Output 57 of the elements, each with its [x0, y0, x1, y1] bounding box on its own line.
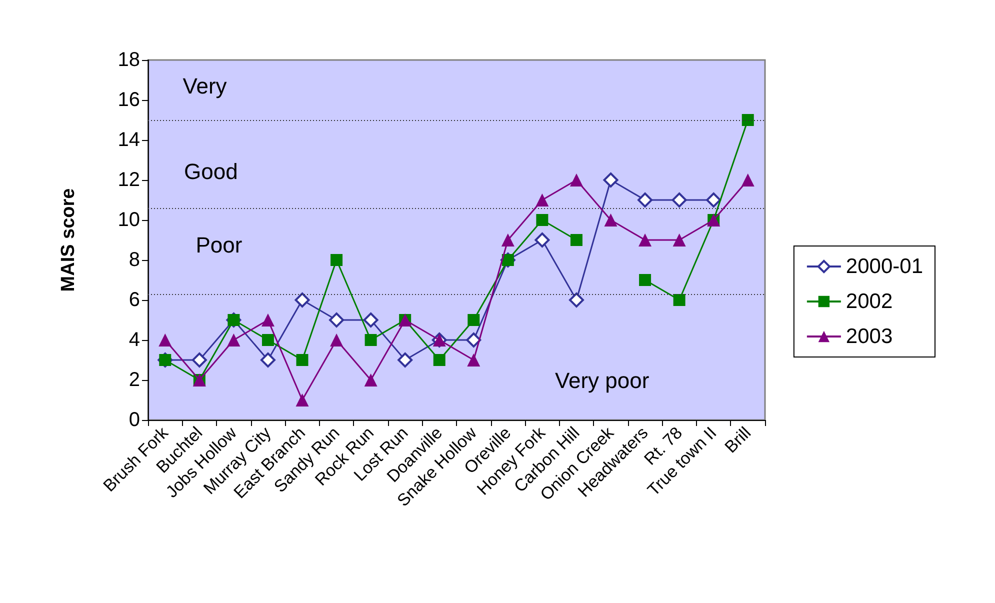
- point: [330, 334, 344, 346]
- legend-label: 2003: [846, 325, 893, 348]
- point: [534, 232, 550, 248]
- point: [570, 234, 582, 246]
- point: [638, 192, 653, 208]
- point: [536, 194, 549, 206]
- point: [639, 274, 652, 286]
- point: [604, 214, 618, 226]
- y-axis-title: MAIS score: [58, 188, 79, 292]
- point: [536, 214, 548, 226]
- legend-label: 2002: [846, 290, 893, 313]
- point: [638, 234, 652, 246]
- point: [261, 314, 274, 326]
- legend-label: 2000-01: [846, 255, 924, 278]
- y-tick-label: 18: [118, 49, 140, 71]
- x-tick-label: Brill: [721, 423, 755, 457]
- point: [296, 394, 309, 406]
- point: [330, 254, 343, 266]
- y-tick-label: 2: [128, 369, 140, 391]
- point: [296, 354, 308, 366]
- point: [672, 234, 686, 246]
- y-tick-label: 4: [128, 329, 140, 351]
- point: [192, 352, 207, 368]
- annotation: Poor: [196, 232, 242, 258]
- point: [364, 374, 378, 386]
- point: [433, 354, 446, 366]
- point: [568, 292, 584, 308]
- point: [706, 192, 722, 208]
- point: [673, 294, 686, 306]
- y-tick-label: 12: [118, 169, 140, 191]
- point: [158, 334, 172, 346]
- y-tick-label: 0: [128, 409, 140, 431]
- point: [363, 312, 378, 328]
- point: [468, 314, 480, 326]
- point: [227, 334, 240, 346]
- point: [741, 174, 754, 186]
- point: [262, 334, 274, 346]
- point: [364, 334, 377, 346]
- point: [570, 174, 583, 186]
- annotation: Very poor: [555, 368, 650, 393]
- y-tick-label: 14: [118, 129, 140, 151]
- point: [294, 292, 310, 308]
- point: [603, 172, 618, 188]
- annotation: Good: [184, 159, 238, 184]
- point: [466, 332, 482, 348]
- y-tick-label: 16: [118, 89, 140, 111]
- y-tick-label: 10: [118, 209, 140, 231]
- point: [398, 352, 413, 368]
- point: [260, 352, 276, 368]
- point: [742, 114, 754, 126]
- point: [329, 312, 344, 328]
- point: [672, 192, 687, 208]
- point: [467, 354, 480, 366]
- y-tick-label: 8: [128, 249, 140, 271]
- annotation: Very: [182, 73, 227, 98]
- y-tick-label: 6: [128, 289, 140, 311]
- point: [501, 234, 514, 246]
